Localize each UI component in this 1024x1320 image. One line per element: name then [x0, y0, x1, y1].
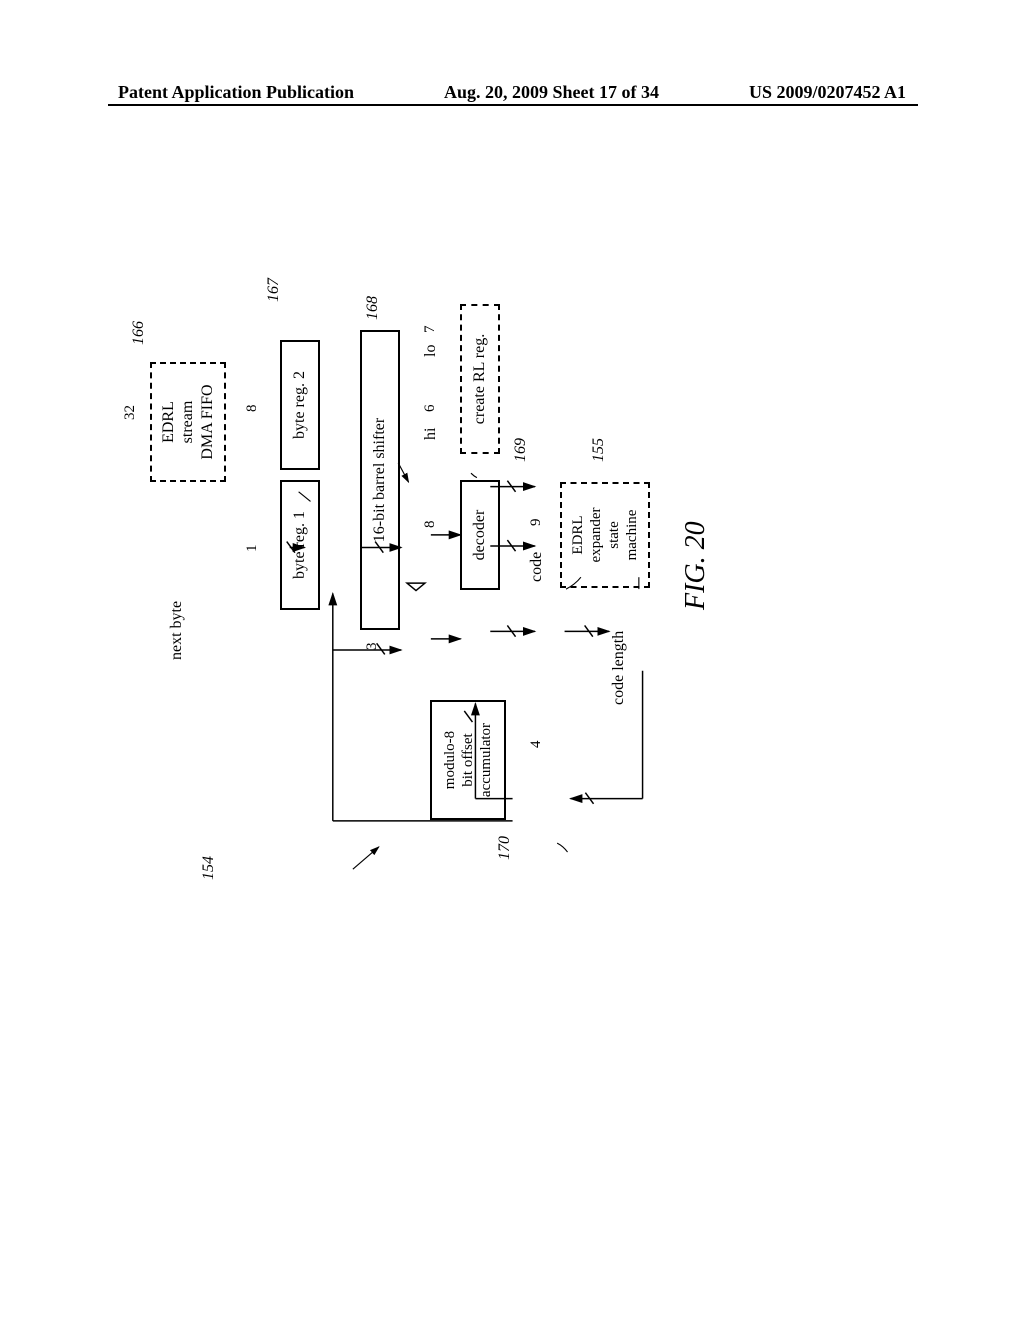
bus-8-dec: 8	[422, 521, 439, 529]
label-lo: lo	[422, 345, 440, 357]
block-modulo8: modulo-8 bit offset accumulator	[430, 700, 506, 820]
ref-166: 166	[130, 321, 148, 345]
label-code: code	[528, 552, 546, 582]
ref-169: 169	[512, 438, 530, 462]
block-barrel-shifter: 16-bit barrel shifter	[360, 330, 400, 630]
ref-168: 168	[364, 296, 382, 320]
ref-170: 170	[496, 836, 514, 860]
block-edrl-fifo: EDRL stream DMA FIFO	[150, 362, 226, 482]
figure-wiring	[140, 390, 900, 910]
block-edrl-expander: EDRL expander state machine	[560, 482, 650, 588]
block-byte-reg-1: byte reg. 1	[280, 480, 320, 610]
block-decoder: decoder	[460, 480, 500, 590]
header-publication: Patent Application Publication	[118, 82, 354, 103]
ref-155: 155	[590, 438, 608, 462]
bus-9: 9	[528, 519, 545, 527]
bus-7: 7	[422, 326, 439, 334]
label-code-length: code length	[610, 631, 628, 705]
bus-3: 3	[364, 643, 381, 651]
header-date-sheet: Aug. 20, 2009 Sheet 17 of 34	[444, 82, 659, 103]
figure-20: EDRL stream DMA FIFO byte reg. 1 byte re…	[140, 390, 900, 910]
bus-4: 4	[528, 741, 545, 749]
ref-167: 167	[265, 278, 283, 302]
ref-154: 154	[200, 856, 218, 880]
figure-caption: FIG. 20	[680, 521, 712, 610]
bus-1: 1	[244, 545, 261, 553]
label-next-byte: next byte	[168, 601, 186, 660]
bus-32: 32	[122, 405, 139, 420]
block-create-rl-reg: create RL reg.	[460, 304, 500, 454]
bus-8-top: 8	[244, 405, 261, 413]
header-rule	[108, 104, 918, 106]
header-pubnum: US 2009/0207452 A1	[749, 82, 906, 103]
label-hi: hi	[422, 428, 440, 440]
block-byte-reg-2: byte reg. 2	[280, 340, 320, 470]
bus-6: 6	[422, 405, 439, 413]
